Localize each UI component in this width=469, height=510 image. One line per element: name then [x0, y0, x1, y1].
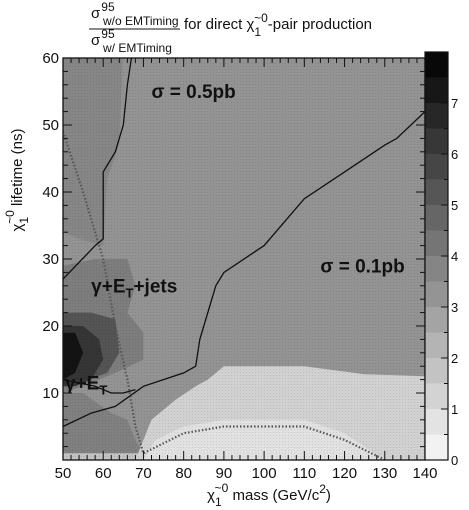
y-tick-label: 30 — [42, 251, 59, 268]
colorbar-segment — [425, 179, 448, 205]
y-tick-label: 40 — [42, 184, 59, 201]
colorbar-tick-label: 0 — [451, 453, 458, 468]
x-axis-label: χ1~0 mass (GeV/c2) — [207, 481, 331, 509]
y-tick-label: 10 — [42, 385, 59, 402]
chart-title: σ95 w/o EMTiming σ95 w/ EMTiming for dir… — [89, 0, 372, 55]
colorbar-segment — [425, 332, 448, 358]
colorbar-segment — [425, 307, 448, 333]
x-tick-label: 90 — [216, 465, 233, 482]
colorbar-segment — [425, 205, 448, 231]
colorbar-segment — [425, 128, 448, 154]
contour-line-0 — [63, 58, 133, 280]
colorbar-tick-label: 3 — [451, 300, 458, 315]
colorbar: 0 1 2 3 4 5 6 7 — [424, 51, 458, 468]
x-tick-label: 110 — [292, 465, 316, 482]
x-tick-label: 80 — [175, 465, 192, 482]
annotation-1: σ = 0.1pb — [320, 256, 404, 277]
x-tick-label: 130 — [372, 465, 397, 482]
colorbar-segment — [425, 256, 448, 282]
x-tick-label: 120 — [332, 465, 357, 482]
colorbar-segment — [425, 103, 448, 129]
colorbar-segment — [425, 434, 448, 460]
contour-line-2 — [63, 378, 136, 394]
colorbar-tick-label: 6 — [451, 147, 458, 162]
dotted-boundary — [63, 131, 386, 460]
x-tick-label: 140 — [412, 465, 437, 482]
colorbar-tick-label: 4 — [451, 249, 458, 264]
colorbar-segment — [425, 358, 448, 384]
colorbar-tick-label: 5 — [451, 198, 458, 213]
colorbar-segment — [425, 230, 448, 256]
contour-lines — [63, 58, 425, 428]
y-tick-label: 60 — [42, 50, 59, 67]
colorbar-segment — [425, 154, 448, 180]
colorbar-tick-label: 1 — [451, 402, 458, 417]
title-suffix: for direct χ1~0-pair production — [184, 11, 372, 39]
annotations: σ = 0.5pb σ = 0.1pb γ+ET+jets γ+ET — [65, 82, 405, 397]
title-numerator-sub: w/o EMTiming — [102, 14, 179, 28]
y-axis-label: χ1~0 lifetime (ns) — [3, 129, 31, 232]
title-denominator: σ95 — [91, 27, 115, 49]
colorbar-tick-label: 7 — [451, 96, 458, 111]
contour-line-1 — [63, 111, 425, 428]
y-axis-ticks: 10 20 30 40 50 60 — [42, 50, 425, 448]
colorbar-segment — [425, 383, 448, 409]
dotted-boundary-layer — [63, 131, 386, 460]
title-numerator: σ95 — [91, 0, 115, 22]
colorbar-segment — [425, 409, 448, 435]
y-tick-label: 20 — [42, 318, 59, 335]
plot-area — [63, 58, 425, 460]
x-tick-label: 70 — [135, 465, 152, 482]
annotation-3: γ+ET — [65, 374, 107, 398]
x-axis-ticks: 50 60 70 80 90 100 110 120 130 140 — [55, 58, 438, 482]
colorbar-segments — [425, 52, 448, 460]
colorbar-ticks: 0 1 2 3 4 5 6 7 — [441, 77, 458, 468]
x-tick-label: 50 — [55, 465, 72, 482]
annotation-2: γ+ET+jets — [91, 277, 177, 301]
x-tick-label: 100 — [252, 465, 277, 482]
colorbar-segment — [425, 52, 448, 78]
colorbar-segment — [425, 281, 448, 307]
colorbar-segment — [425, 77, 448, 103]
title-denominator-sub: w/ EMTiming — [102, 41, 172, 55]
x-tick-label: 60 — [95, 465, 112, 482]
annotation-0: σ = 0.5pb — [151, 82, 235, 103]
colorbar-tick-label: 2 — [451, 351, 458, 366]
y-tick-label: 50 — [42, 117, 59, 134]
